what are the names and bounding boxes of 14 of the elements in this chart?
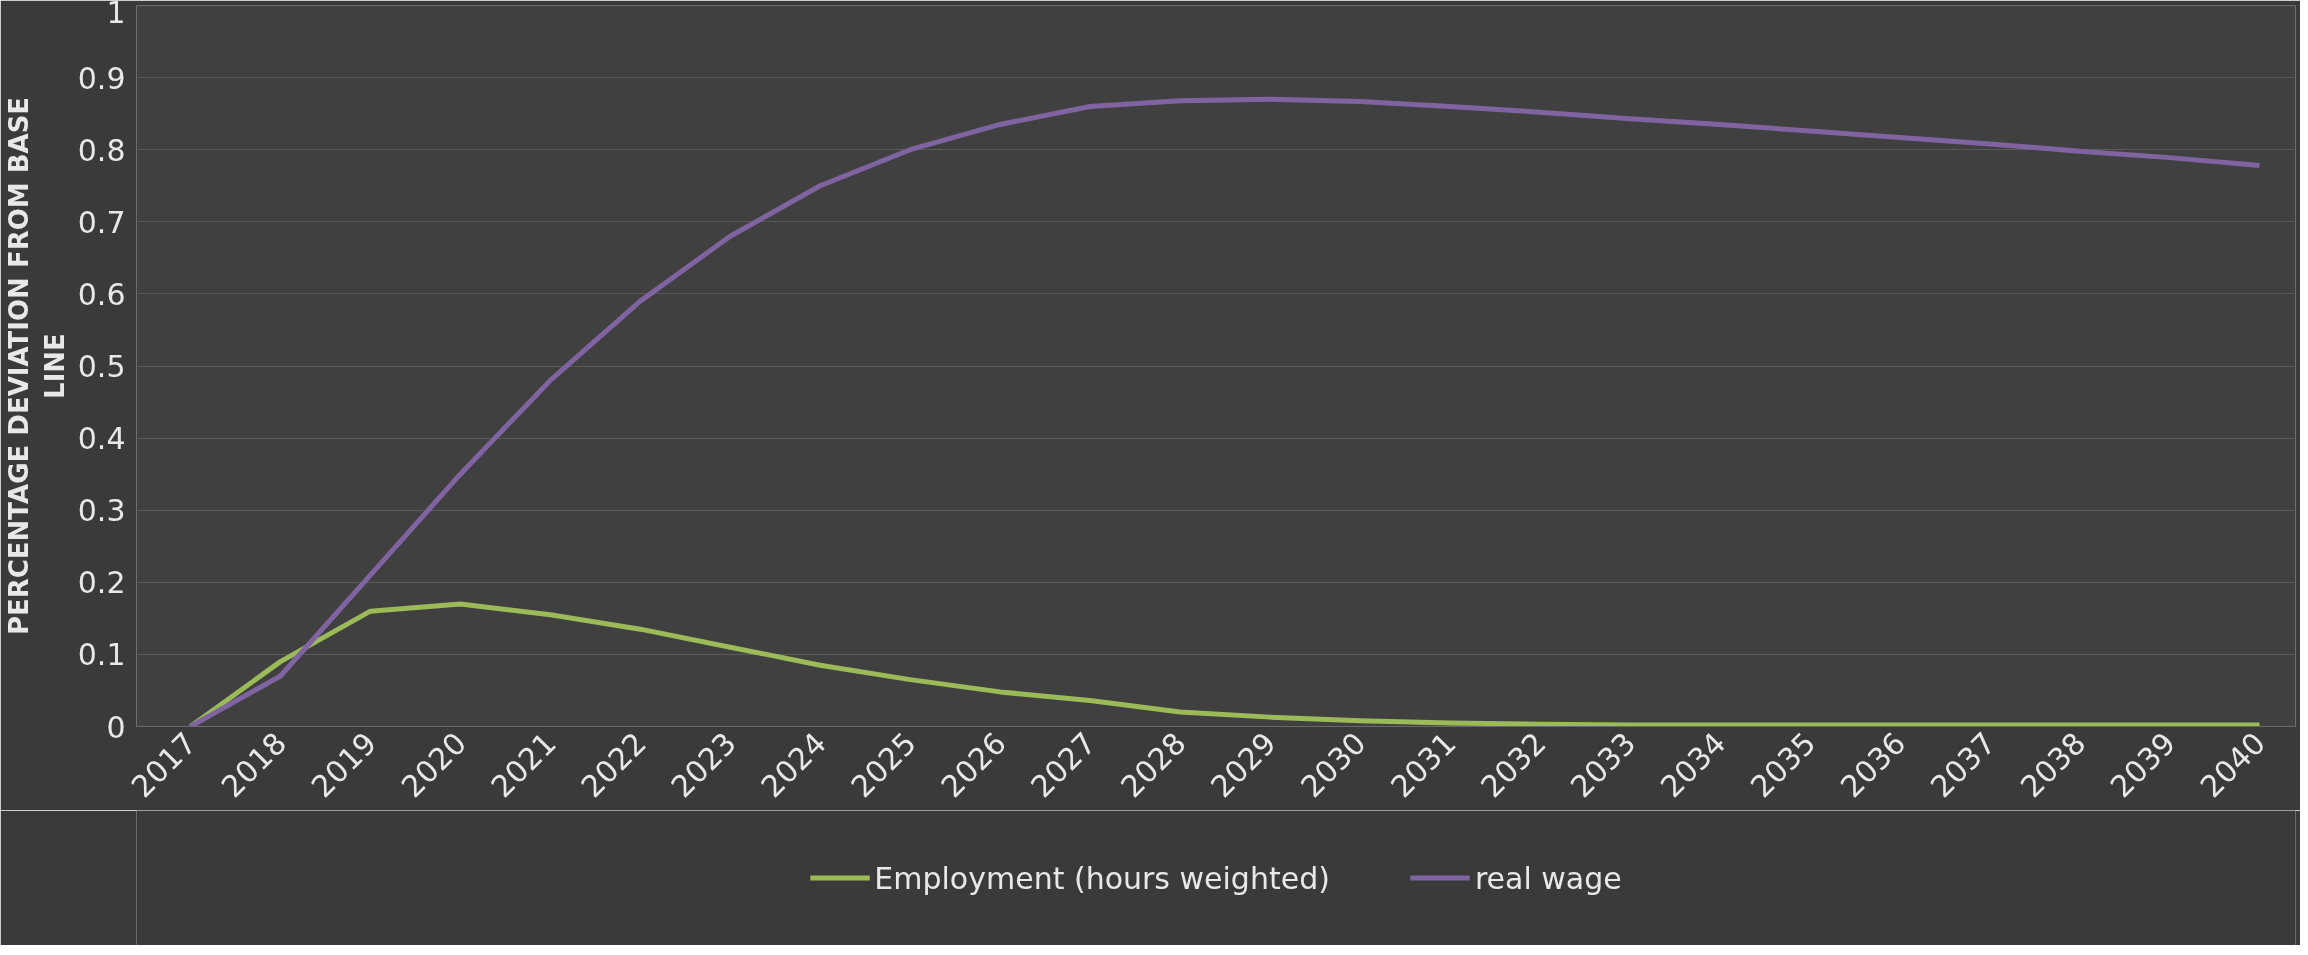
y-tick-label: 0.6 [77,276,126,312]
legend-label: real wage [1474,860,1622,895]
legend-label: Employment (hours weighted) [874,860,1330,895]
y-tick-label: 0.5 [77,349,126,384]
y-tick-label: 1 [106,0,126,30]
y-tick-label: 0.2 [77,565,126,601]
y-tick-label: 0.8 [77,132,126,168]
y-tick-label: 0 [106,709,126,745]
y-tick-label: 0.1 [77,637,126,673]
y-tick-label: 0.9 [77,60,126,96]
y-tick-label: 0.7 [77,204,126,240]
y-tick-label: 0.4 [77,421,126,457]
y-tick-label: 0.3 [77,493,126,529]
y-axis-title: PERCENTAGE DEVIATION FROM BASE LINE [3,96,70,636]
